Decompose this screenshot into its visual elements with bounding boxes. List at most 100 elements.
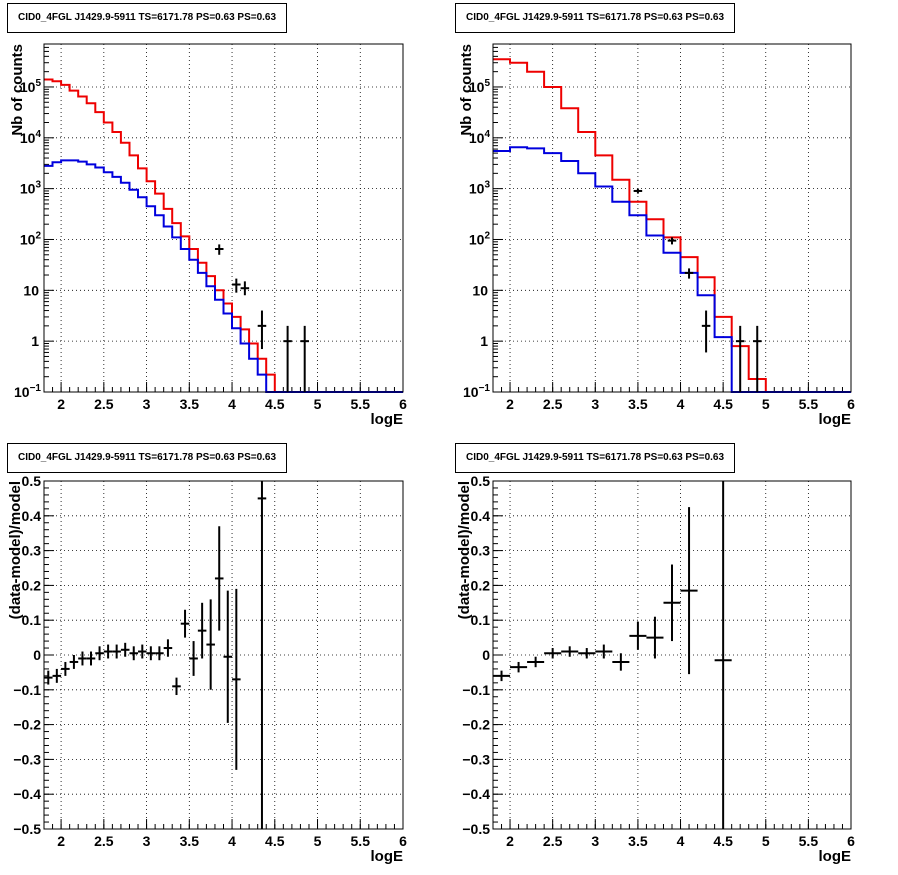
y-tick-label: 105 [20,78,42,95]
y-tick-label: 0.5 [22,473,42,489]
y-tick-label: −0.2 [462,717,490,733]
x-tick-label: 4 [677,396,685,412]
y-tick-label: 10 [472,282,488,298]
x-tick-label: 2 [57,396,65,412]
y-tick-label: 10 [23,282,39,298]
x-tick-label: 3 [591,396,599,412]
y-tick-label: −0.3 [462,751,490,767]
x-tick-label: 3.5 [180,833,200,849]
y-tick-label: 0.2 [22,577,42,593]
x-tick-label: 2 [506,396,514,412]
y-tick-label: 105 [469,78,491,95]
y-tick-label: −0.5 [462,821,490,837]
x-tick-label: 6 [847,833,855,849]
y-tick-label: −0.1 [462,682,490,698]
x-tick-label: 4 [228,396,236,412]
chart-title: CID0_4FGL J1429.9-5911 TS=6171.78 PS=0.6… [7,443,288,473]
x-tick-label: 5.5 [351,833,371,849]
x-tick-label: 3.5 [180,396,200,412]
histogram-series [44,159,403,393]
y-tick-label: 10−1 [14,383,41,400]
x-tick-label: 3 [143,396,151,412]
x-tick-label: 5.5 [799,833,819,849]
y-tick-label: 0.4 [22,508,42,524]
x-tick-label: 5.5 [351,396,371,412]
y-tick-label: 102 [20,230,42,247]
x-tick-label: 6 [399,396,407,412]
x-tick-label: 2.5 [543,833,563,849]
counts-panel-left: CID0_4FGL J1429.9-5911 TS=6171.78 PS=0.6… [0,0,449,437]
y-tick-label: 10−1 [463,383,490,400]
chart-title: CID0_4FGL J1429.9-5911 TS=6171.78 PS=0.6… [455,3,736,33]
x-tick-label: 4 [677,833,685,849]
y-axis-label: (data-model)/model [7,481,24,619]
histogram-series [493,146,851,393]
x-tick-label: 2 [57,833,65,849]
y-tick-label: 0.1 [471,612,491,628]
y-tick-label: −0.3 [13,751,41,767]
x-tick-label: 5 [762,833,770,849]
x-tick-label: 6 [399,833,407,849]
x-tick-label: 2.5 [94,396,114,412]
x-tick-label: 4.5 [713,396,733,412]
x-axis-label: logE [371,411,404,428]
y-tick-label: 0.5 [471,473,491,489]
plot-frame [43,480,404,830]
x-tick-label: 3 [143,833,151,849]
y-tick-label: 0 [33,647,41,663]
residual-panel-left: CID0_4FGL J1429.9-5911 TS=6171.78 PS=0.6… [0,437,449,875]
y-tick-label: 1 [31,333,39,349]
y-tick-label: 102 [469,230,491,247]
chart-title: CID0_4FGL J1429.9-5911 TS=6171.78 PS=0.6… [455,443,736,473]
counts-chart: 2 2.5 3 3.5 4 4.5 5 5.5 6 10−1 1 10 102 103 104 105 logE… [458,43,855,428]
residual-panel-right: CID0_4FGL J1429.9-5911 TS=6171.78 PS=0.6… [449,437,898,875]
y-tick-label: 1 [480,333,488,349]
y-tick-label: 0 [482,647,490,663]
y-tick-label: 0.2 [471,577,491,593]
y-tick-label: −0.5 [13,821,41,837]
y-tick-label: 104 [469,129,491,146]
x-axis-label: logE [819,848,852,865]
plot-frame [492,43,852,393]
x-tick-label: 2 [506,833,514,849]
y-tick-label: 0.3 [22,543,42,559]
plot-frame [492,480,852,830]
y-tick-label: 0.4 [471,508,491,524]
histogram-series [493,58,851,393]
y-tick-label: 103 [20,180,42,197]
x-tick-label: 3 [591,833,599,849]
x-tick-label: 3.5 [628,833,648,849]
x-tick-label: 5 [314,396,322,412]
y-axis-label: Nb of counts [9,44,26,136]
x-tick-label: 5 [314,833,322,849]
residual-chart: 2 2.5 3 3.5 4 4.5 5 5.5 6 −0.5 −0.4 −0.3 −0.2 −0.1 0 0.… [7,473,407,865]
y-axis-label: Nb of counts [458,44,475,136]
y-tick-label: −0.4 [462,786,490,802]
x-tick-label: 2.5 [543,396,563,412]
counts-chart: 2 2.5 3 3.5 4 4.5 5 5.5 6 10−1 1 10 102 103 104 105 logE… [9,43,407,428]
x-tick-label: 4.5 [265,396,285,412]
plot-frame [43,43,404,393]
x-axis-label: logE [371,848,404,865]
x-tick-label: 3.5 [628,396,648,412]
y-tick-label: 103 [469,180,491,197]
x-tick-label: 4 [228,833,236,849]
y-tick-label: 0.1 [22,612,42,628]
y-tick-label: 0.3 [471,543,491,559]
y-tick-label: −0.4 [13,786,41,802]
y-tick-label: −0.1 [13,682,41,698]
y-axis-label: (data-model)/model [456,481,473,619]
x-tick-label: 5.5 [799,396,819,412]
x-axis-label: logE [819,411,852,428]
x-tick-label: 4.5 [713,833,733,849]
x-tick-label: 5 [762,396,770,412]
residual-chart: 2 2.5 3 3.5 4 4.5 5 5.5 6 −0.5 −0.4 −0.3 −0.2 −0.1 0 0.… [456,473,855,865]
y-tick-label: 104 [20,129,42,146]
x-tick-label: 2.5 [94,833,114,849]
chart-title: CID0_4FGL J1429.9-5911 TS=6171.78 PS=0.6… [7,3,288,33]
x-tick-label: 6 [847,396,855,412]
y-tick-label: −0.2 [13,717,41,733]
histogram-series [44,78,403,393]
x-tick-label: 4.5 [265,833,285,849]
counts-panel-right: CID0_4FGL J1429.9-5911 TS=6171.78 PS=0.6… [449,0,898,437]
